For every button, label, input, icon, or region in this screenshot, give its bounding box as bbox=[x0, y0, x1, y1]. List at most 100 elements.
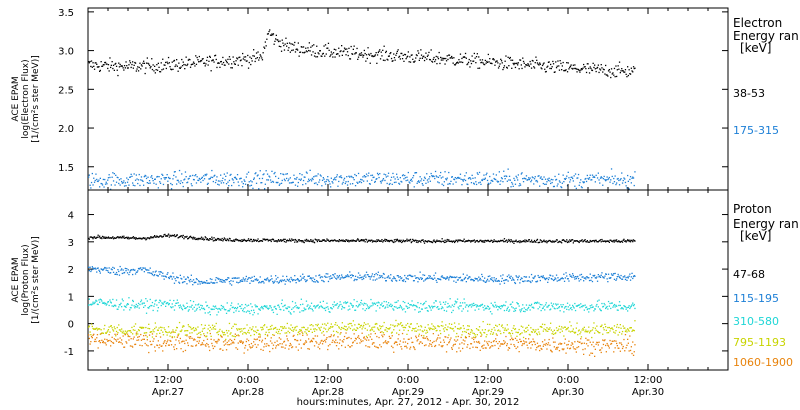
data-point bbox=[282, 346, 284, 348]
data-point bbox=[366, 241, 368, 243]
data-point bbox=[184, 307, 186, 309]
data-point bbox=[106, 183, 108, 185]
data-point bbox=[618, 68, 620, 70]
data-point bbox=[522, 280, 524, 282]
data-point bbox=[209, 311, 211, 313]
data-point bbox=[130, 331, 132, 334]
data-point bbox=[453, 330, 455, 332]
data-point bbox=[531, 306, 533, 309]
data-point bbox=[156, 274, 158, 276]
data-point bbox=[586, 174, 588, 177]
data-point bbox=[478, 182, 480, 184]
data-point bbox=[500, 308, 502, 310]
data-point bbox=[121, 268, 123, 270]
data-point bbox=[230, 343, 232, 345]
data-point bbox=[542, 182, 544, 185]
data-point bbox=[162, 275, 165, 277]
data-point bbox=[448, 54, 450, 56]
data-point bbox=[349, 271, 351, 273]
data-point bbox=[567, 62, 569, 64]
data-point bbox=[220, 348, 222, 350]
data-point bbox=[165, 331, 167, 333]
data-point bbox=[140, 333, 142, 336]
data-point bbox=[541, 307, 544, 310]
data-point bbox=[614, 332, 616, 334]
data-point bbox=[330, 54, 332, 56]
data-point bbox=[492, 280, 495, 283]
data-point bbox=[109, 331, 111, 333]
data-point bbox=[302, 303, 304, 305]
data-point bbox=[177, 179, 179, 181]
data-point bbox=[231, 277, 233, 279]
data-point bbox=[154, 235, 156, 237]
data-point bbox=[144, 305, 146, 307]
data-point bbox=[482, 306, 484, 309]
data-point bbox=[362, 176, 364, 178]
data-point bbox=[420, 239, 423, 241]
data-point bbox=[412, 239, 415, 242]
data-point bbox=[610, 168, 613, 170]
data-point bbox=[329, 183, 331, 185]
data-point bbox=[165, 276, 167, 278]
data-point bbox=[576, 177, 578, 179]
data-point bbox=[471, 240, 473, 242]
data-point bbox=[558, 279, 561, 281]
data-point bbox=[175, 176, 177, 178]
data-point bbox=[244, 180, 246, 182]
data-point bbox=[199, 331, 201, 334]
data-point bbox=[423, 335, 425, 337]
data-point bbox=[502, 181, 504, 183]
data-point bbox=[143, 326, 145, 329]
data-point bbox=[236, 328, 238, 330]
data-point bbox=[234, 307, 236, 309]
data-point bbox=[101, 184, 104, 186]
data-point bbox=[591, 277, 593, 279]
data-point bbox=[210, 338, 212, 340]
data-point bbox=[231, 327, 233, 329]
data-point bbox=[277, 344, 279, 346]
data-point bbox=[461, 240, 463, 242]
data-point bbox=[544, 183, 546, 185]
data-point bbox=[280, 50, 283, 52]
data-point bbox=[246, 324, 248, 326]
data-point bbox=[318, 327, 320, 329]
data-point bbox=[324, 341, 327, 343]
data-point bbox=[325, 240, 327, 242]
data-point bbox=[310, 307, 312, 310]
data-point bbox=[288, 348, 290, 350]
data-point bbox=[407, 302, 409, 304]
data-point bbox=[370, 333, 372, 335]
data-point bbox=[361, 328, 363, 330]
data-point bbox=[514, 328, 516, 331]
data-point bbox=[386, 276, 388, 279]
data-point bbox=[303, 276, 305, 278]
data-point bbox=[363, 324, 365, 327]
data-point bbox=[282, 275, 284, 277]
data-point bbox=[628, 188, 630, 190]
data-point bbox=[271, 342, 273, 344]
data-point bbox=[581, 329, 583, 331]
data-point bbox=[120, 237, 122, 239]
data-point bbox=[123, 69, 125, 71]
data-point bbox=[537, 63, 539, 65]
data-point bbox=[506, 180, 508, 182]
data-point bbox=[605, 307, 607, 310]
data-point bbox=[236, 239, 239, 241]
data-point bbox=[102, 64, 104, 66]
data-point bbox=[423, 242, 426, 244]
data-point bbox=[582, 327, 584, 330]
data-point bbox=[376, 62, 378, 64]
data-point bbox=[161, 345, 163, 347]
data-point bbox=[508, 332, 510, 334]
data-point bbox=[367, 346, 369, 348]
data-point bbox=[544, 278, 547, 281]
data-point bbox=[455, 336, 457, 338]
data-point bbox=[332, 56, 334, 58]
data-point bbox=[471, 55, 473, 57]
data-point bbox=[117, 338, 119, 340]
data-point bbox=[357, 272, 360, 274]
data-point bbox=[89, 266, 91, 268]
data-point bbox=[222, 239, 225, 241]
data-point bbox=[624, 278, 627, 281]
data-point bbox=[98, 179, 100, 181]
